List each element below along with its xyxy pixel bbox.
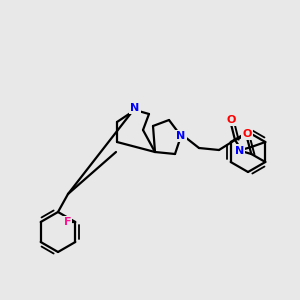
Text: F: F (64, 217, 71, 227)
Text: N: N (176, 131, 186, 141)
Text: O: O (243, 129, 252, 139)
Text: N: N (235, 146, 244, 155)
Text: N: N (130, 103, 140, 113)
Text: O: O (226, 115, 236, 125)
